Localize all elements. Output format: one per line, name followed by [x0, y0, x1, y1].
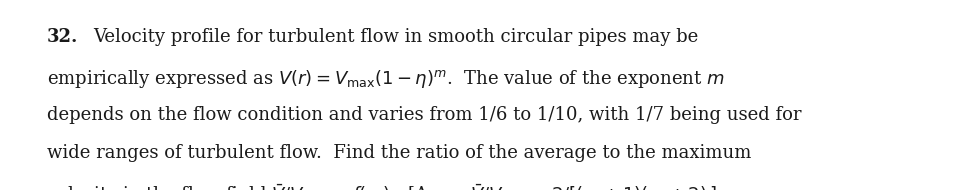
Text: wide ranges of turbulent flow.  Find the ratio of the average to the maximum: wide ranges of turbulent flow. Find the …	[47, 144, 751, 162]
Text: Velocity profile for turbulent flow in smooth circular pipes may be: Velocity profile for turbulent flow in s…	[94, 28, 698, 47]
Text: 32.: 32.	[47, 28, 78, 47]
Text: empirically expressed as $V(r) = V_{\mathrm{max}}(1 - \eta)^{m}$.  The value of : empirically expressed as $V(r) = V_{\mat…	[47, 68, 725, 90]
Text: velosity in the flow field $\bar{V}/V_{\mathrm{max}} = f(m)$.  [Ans.:  $\bar{V}/: velosity in the flow field $\bar{V}/V_{\…	[47, 182, 722, 190]
Text: depends on the flow condition and varies from 1/6 to 1/10, with 1/7 being used f: depends on the flow condition and varies…	[47, 106, 802, 124]
